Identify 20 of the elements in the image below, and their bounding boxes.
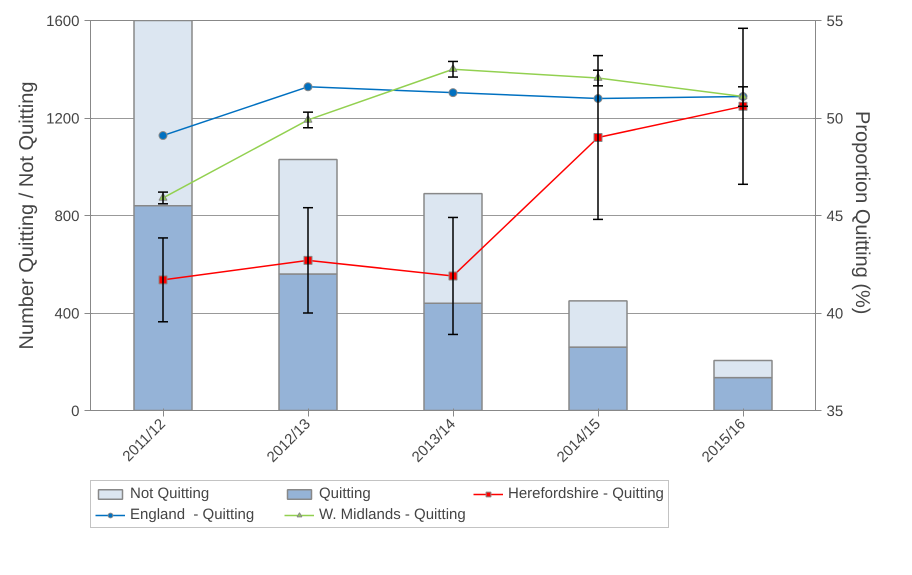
legend-label: Not Quitting [130, 485, 210, 502]
y2-tick-label: 40 [826, 306, 844, 322]
point [304, 82, 312, 92]
y-axis-title: Number Quitting / Not Quitting [16, 82, 38, 350]
y2-tick-label: 35 [826, 403, 844, 420]
y2-tick-label: 55 [826, 13, 844, 30]
y-tick-label: 800 [54, 208, 80, 225]
legend-label: Herefordshire - Quitting [508, 485, 664, 502]
legend-label: W. Midlands - Quitting [319, 506, 467, 523]
y2-tick-label: 45 [826, 208, 844, 225]
point [448, 88, 458, 98]
y2-tick-label: 50 [826, 110, 844, 128]
legend-label: Quitting [319, 485, 372, 502]
y-tick-label: 400 [54, 306, 80, 322]
legend-label: England - Quitting [130, 506, 256, 523]
y-tick-label: 1200 [46, 110, 80, 128]
y-tick-label: 0 [71, 403, 80, 420]
y-tick-label: 1600 [46, 13, 80, 30]
point [158, 131, 168, 140]
y2-axis-title: Proportion Quitting (%) [851, 111, 874, 314]
